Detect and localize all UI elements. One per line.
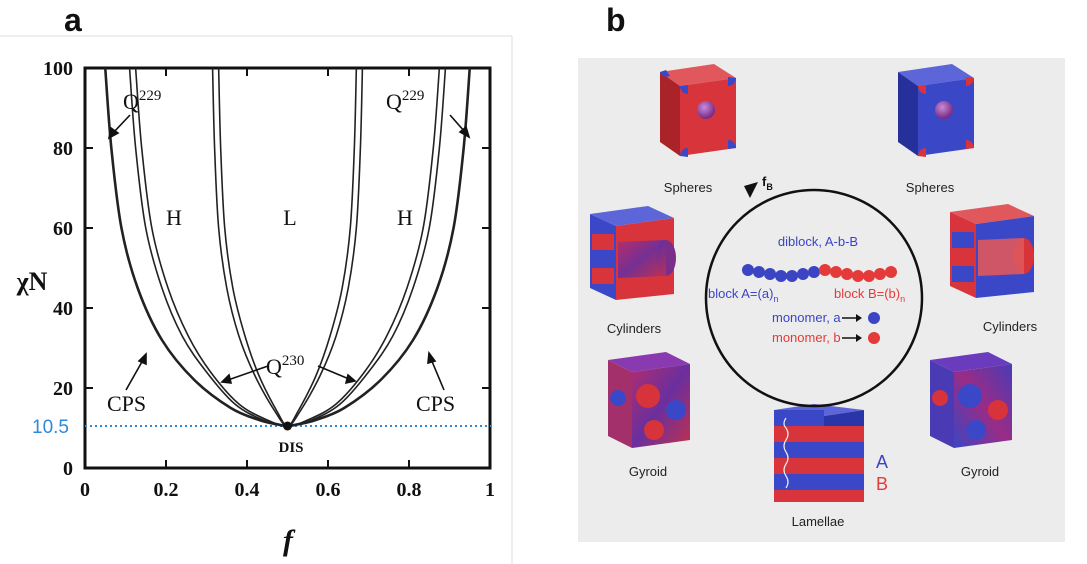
- monomer-bead-a: [764, 268, 776, 280]
- phase-boundaries: [103, 67, 472, 431]
- monomer-bead-a: [797, 268, 809, 280]
- morphology-figure: Spheres Spheres Cylinders: [578, 58, 1065, 542]
- phase-boundary-line: [211, 67, 364, 427]
- x-tick-label: 0: [80, 479, 90, 501]
- monomer-bead-a: [742, 264, 754, 276]
- label-gyroid-left: Gyroid: [629, 464, 667, 479]
- critical-point: [283, 421, 292, 431]
- annotation-cps-right: CPS: [416, 391, 455, 416]
- block-a-label: block A=(a)n: [708, 286, 778, 304]
- phase-boundary-line: [103, 67, 472, 428]
- monomer-bead-b: [863, 270, 875, 282]
- monomer-bead-b: [852, 270, 864, 282]
- x-tick-label: 0.6: [316, 479, 341, 501]
- y-tick-label: 0: [63, 458, 73, 480]
- plot-area: [83, 66, 492, 470]
- annotation-q229-right: Q229: [386, 88, 424, 114]
- gyroid-cube-right: [930, 352, 1012, 448]
- monomer-b-label: monomer, b: [772, 330, 841, 345]
- monomer-a-icon: [868, 312, 880, 324]
- reference-line-label: 10.5: [32, 417, 69, 438]
- phase-boundary-line: [128, 67, 447, 427]
- gyroid-cube-left: [608, 352, 690, 448]
- label-spheres-right: Spheres: [906, 180, 955, 195]
- annotation-cps-left: CPS: [107, 391, 146, 416]
- diblock-chain: [742, 264, 897, 282]
- plot-frame: [83, 66, 492, 470]
- monomer-bead-b: [885, 266, 897, 278]
- label-layer-b: B: [876, 474, 888, 494]
- x-tick-label: 0.8: [397, 479, 422, 501]
- label-layer-a: A: [876, 452, 888, 472]
- panel-letter-b: b: [606, 2, 626, 38]
- x-tick-label: 1: [485, 479, 495, 501]
- monomer-bead-a: [753, 266, 765, 278]
- axis-ticks: 0 0.2 0.4 0.6 0.8 1 0 20 40 60 80 100: [43, 58, 495, 501]
- monomer-a-label: monomer, a: [772, 310, 841, 325]
- monomer-bead-b: [819, 264, 831, 276]
- monomer-bead-b: [830, 266, 842, 278]
- y-tick-label: 20: [53, 378, 73, 400]
- y-tick-label: 100: [43, 58, 73, 80]
- region-label-dis: DIS: [278, 440, 303, 456]
- region-label-l: L: [283, 205, 296, 230]
- monomer-bead-b: [841, 268, 853, 280]
- cylinders-cube-left: [590, 206, 676, 300]
- fb-label: fB: [762, 174, 773, 192]
- phase-boundary-line: [134, 67, 441, 427]
- monomer-bead-a: [775, 270, 787, 282]
- annotation-arrows: [107, 114, 471, 391]
- label-cylinders-right: Cylinders: [983, 319, 1038, 334]
- diblock-label: diblock, A-b-B: [778, 234, 858, 249]
- panel-letter-a: a: [64, 2, 82, 38]
- phase-boundary-line: [217, 67, 358, 427]
- label-lamellae: Lamellae: [792, 514, 845, 529]
- spheres-cube-right: [898, 64, 974, 157]
- region-label-h-left: H: [166, 205, 182, 230]
- annotation-q230: Q230: [266, 353, 304, 379]
- monomer-b-icon: [868, 332, 880, 344]
- label-spheres-left: Spheres: [664, 180, 713, 195]
- block-b-label: block B=(b)n: [834, 286, 905, 304]
- label-gyroid-right: Gyroid: [961, 464, 999, 479]
- region-label-h-right: H: [397, 205, 413, 230]
- x-tick-label: 0.4: [235, 479, 260, 501]
- monomer-bead-a: [786, 270, 798, 282]
- y-tick-label: 80: [53, 138, 73, 160]
- y-axis-label: χN: [16, 267, 48, 296]
- spheres-cube-left: [660, 64, 736, 157]
- x-axis-label: f: [283, 524, 296, 557]
- monomer-bead-a: [808, 266, 820, 278]
- label-cylinders-left: Cylinders: [607, 321, 662, 336]
- x-tick-label: 0.2: [154, 479, 179, 501]
- annotation-q229-left: Q229: [123, 88, 161, 114]
- y-tick-label: 60: [53, 218, 73, 240]
- phase-diagram-chart: 0 0.2 0.4 0.6 0.8 1 0 20 40 60 80 100 χN f H L H DI…: [0, 35, 513, 564]
- lamellae-stack: [774, 404, 864, 502]
- y-tick-label: 40: [53, 298, 73, 320]
- monomer-bead-b: [874, 268, 886, 280]
- cylinders-cube-right: [950, 204, 1034, 298]
- fb-cycle-arrow: [704, 182, 924, 408]
